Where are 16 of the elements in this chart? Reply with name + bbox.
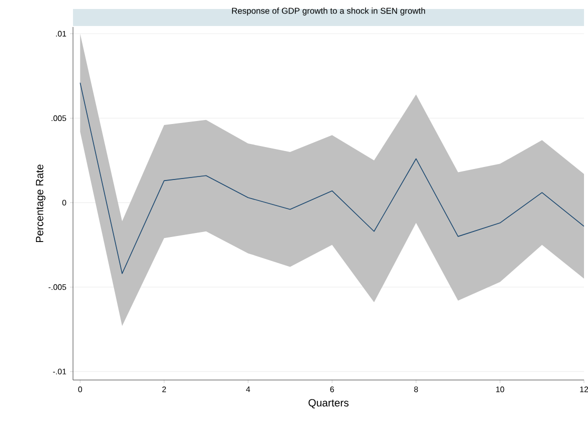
x-tick-label: 10	[496, 386, 504, 392]
x-tick-label: 6	[330, 386, 334, 392]
y-tick-label: .01	[56, 30, 66, 37]
chart-title: Response of GDP growth to a shock in SEN growth	[232, 8, 426, 16]
x-tick-label: 12	[580, 386, 588, 392]
x-axis-title: Quarters	[308, 399, 349, 408]
line-series	[80, 82, 584, 274]
y-tick-label: .005	[52, 115, 66, 122]
y-tick-label: -.01	[53, 368, 66, 374]
y-axis-title: Percentage Rate	[36, 164, 46, 242]
x-tick-label: 4	[246, 386, 250, 392]
x-tick-label: 8	[414, 386, 418, 392]
x-tick-label: 0	[78, 386, 82, 392]
y-tick-label: 0	[62, 200, 66, 206]
x-tick-label: 2	[162, 386, 166, 392]
y-tick-label: -.005	[48, 284, 66, 290]
